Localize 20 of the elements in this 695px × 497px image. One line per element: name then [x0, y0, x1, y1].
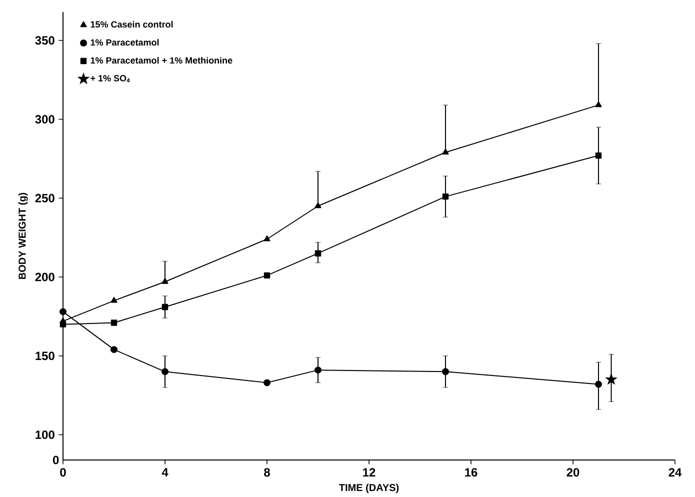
- y-tick-label: 200: [35, 272, 54, 282]
- y-tick-label: 100: [36, 430, 54, 439]
- y-tick-label: 300: [35, 115, 54, 124]
- x-tick-label: 4: [162, 468, 168, 476]
- x-tick-label: 0: [60, 468, 66, 477]
- y-tick-label: 350: [35, 36, 54, 45]
- legend-label: 1% Paracetamol + 1% Methionine: [90, 57, 232, 64]
- x-tick-label: 8: [264, 468, 270, 477]
- x-tick-label: 16: [465, 468, 478, 477]
- x-tick-label: 24: [668, 468, 682, 476]
- text: 0: [52, 456, 59, 464]
- y-tick-label: 150: [36, 352, 54, 360]
- y-tick-label: 250: [35, 194, 54, 202]
- legend-label: 1% Paracetamol: [90, 38, 159, 46]
- legend-label: 15% Casein control: [90, 20, 173, 28]
- x-axis-title: TIME (DAYS): [339, 484, 399, 494]
- x-tick-label: 20: [566, 468, 580, 477]
- x-tick-label: 12: [363, 468, 376, 476]
- y-axis-title: BODY WEIGHT (g): [18, 192, 28, 279]
- legend-label: + 1% SO$_{4}$: [90, 75, 130, 82]
